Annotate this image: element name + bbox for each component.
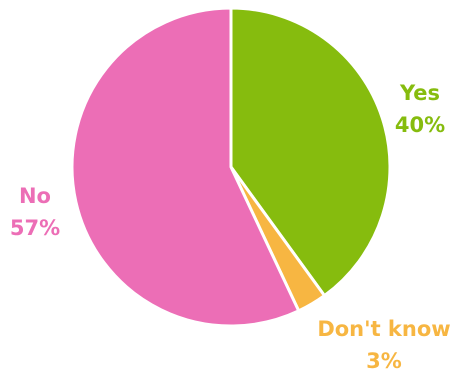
label-yes-percent: 40%	[395, 113, 445, 137]
label-dontknow-name: Don't know	[317, 317, 450, 341]
slice-yes	[229, 6, 392, 298]
pie-slices	[70, 6, 392, 328]
label-dontknow-percent: 3%	[366, 349, 402, 371]
pie-labels: Yes 40% Don't know 3% No 57%	[10, 81, 450, 371]
label-yes-name: Yes	[399, 81, 440, 105]
label-no-name: No	[19, 184, 51, 208]
label-no-percent: 57%	[10, 216, 60, 240]
slice-no	[70, 6, 301, 328]
